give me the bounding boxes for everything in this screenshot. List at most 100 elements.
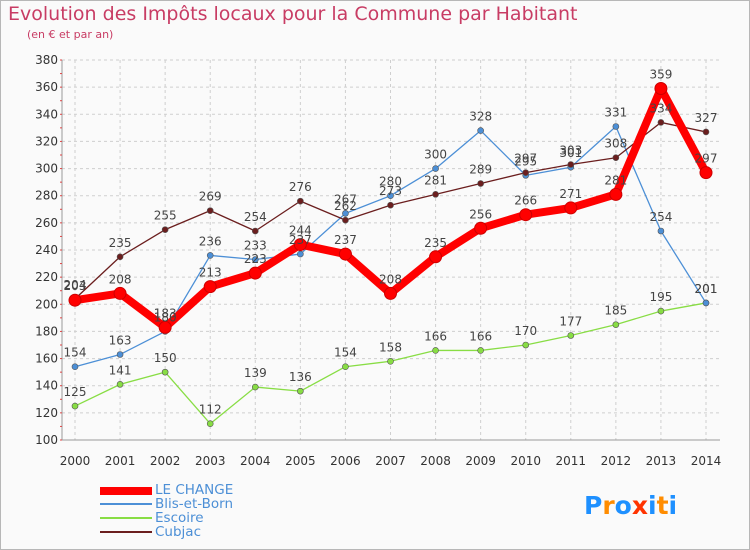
data-label: 208 [379, 272, 402, 286]
y-tick-label: 340 [35, 107, 58, 121]
data-point [387, 192, 394, 200]
data-label: 334 [649, 101, 672, 115]
data-label: 166 [469, 329, 492, 343]
data-point [113, 286, 127, 300]
data-point [71, 363, 79, 371]
y-tick-label: 240 [35, 243, 58, 257]
data-label: 136 [289, 370, 312, 384]
data-point [158, 320, 172, 334]
legend-swatch-escoire [100, 517, 152, 519]
data-point [612, 154, 620, 162]
data-point [612, 321, 620, 328]
data-point [297, 197, 304, 205]
chart-subtitle: (en € et par an) [27, 28, 114, 41]
data-point [293, 238, 307, 252]
logo-letter: r [602, 491, 615, 520]
data-point [477, 127, 484, 134]
x-tick-label: 2010 [510, 454, 541, 468]
data-point [432, 191, 439, 198]
proxiti-logo: Proxiti [584, 491, 677, 520]
data-label: 254 [649, 210, 672, 224]
data-label: 269 [199, 190, 222, 204]
x-tick-label: 2013 [646, 454, 677, 468]
data-point [71, 402, 79, 410]
data-label: 328 [469, 110, 492, 124]
x-tick-label: 2003 [195, 454, 226, 468]
data-label: 237 [289, 233, 312, 247]
data-label: 195 [649, 290, 672, 304]
data-label: 254 [244, 210, 267, 224]
data-point [387, 357, 394, 365]
y-tick-label: 360 [35, 80, 58, 94]
data-point [702, 128, 710, 136]
data-label: 185 [604, 304, 627, 318]
data-label: 180 [154, 310, 177, 324]
y-tick-label: 280 [35, 189, 58, 203]
data-label: 154 [334, 346, 357, 360]
data-label: 331 [604, 106, 627, 120]
data-label: 255 [154, 209, 177, 223]
data-point [338, 247, 352, 261]
data-label: 297 [514, 152, 537, 166]
data-label: 141 [109, 363, 132, 377]
data-label: 267 [334, 192, 357, 206]
data-point [206, 252, 214, 259]
data-point [567, 332, 575, 339]
data-point [567, 161, 575, 168]
data-label: 158 [379, 340, 402, 354]
data-label: 359 [649, 68, 672, 82]
data-point [161, 368, 169, 376]
data-point [161, 226, 169, 233]
x-tick-label: 2004 [240, 454, 271, 468]
data-point [116, 351, 124, 358]
data-point [654, 82, 668, 95]
data-point [522, 169, 530, 176]
logo-letter: o [614, 491, 632, 520]
data-label: 327 [695, 111, 718, 125]
x-tick-label: 2002 [150, 454, 181, 468]
data-point [203, 280, 217, 294]
logo-letter: P [584, 491, 603, 520]
data-label: 262 [334, 199, 357, 213]
data-point [612, 123, 620, 130]
data-label: 203 [64, 279, 87, 293]
data-label: 289 [469, 163, 492, 177]
data-point [251, 383, 259, 391]
data-label: 303 [559, 144, 582, 158]
data-label: 308 [604, 137, 627, 151]
data-label: 201 [695, 282, 718, 296]
data-point [116, 381, 124, 388]
data-label: 276 [289, 180, 312, 194]
logo-letter: x [631, 491, 648, 520]
data-label: 297 [695, 152, 718, 166]
data-point [477, 180, 484, 187]
data-label: 233 [244, 239, 267, 253]
data-point [564, 201, 578, 215]
data-point [699, 166, 713, 180]
data-label: 204 [64, 278, 87, 292]
data-point [474, 221, 488, 235]
legend-label-escoire: Escoire [155, 510, 204, 526]
y-tick-label: 300 [35, 162, 58, 176]
y-tick-label: 120 [35, 406, 58, 420]
data-point [297, 250, 304, 258]
legend-swatch-le-change [100, 487, 152, 495]
data-label: 256 [469, 207, 492, 221]
data-label: 125 [64, 385, 87, 399]
data-label: 208 [109, 272, 132, 286]
data-point [609, 187, 623, 201]
logo-letter: t [656, 491, 669, 520]
y-tick-label: 220 [35, 270, 58, 284]
logo-letter: i [668, 491, 678, 520]
data-point [477, 347, 484, 354]
y-tick-label: 320 [35, 134, 58, 148]
y-tick-label: 260 [35, 216, 58, 230]
data-point [68, 293, 82, 307]
x-tick-label: 2000 [60, 454, 91, 468]
data-label: 112 [199, 403, 222, 417]
data-point [432, 347, 439, 354]
y-tick-label: 180 [35, 324, 58, 338]
data-point [206, 207, 214, 214]
x-tick-label: 2007 [375, 454, 406, 468]
